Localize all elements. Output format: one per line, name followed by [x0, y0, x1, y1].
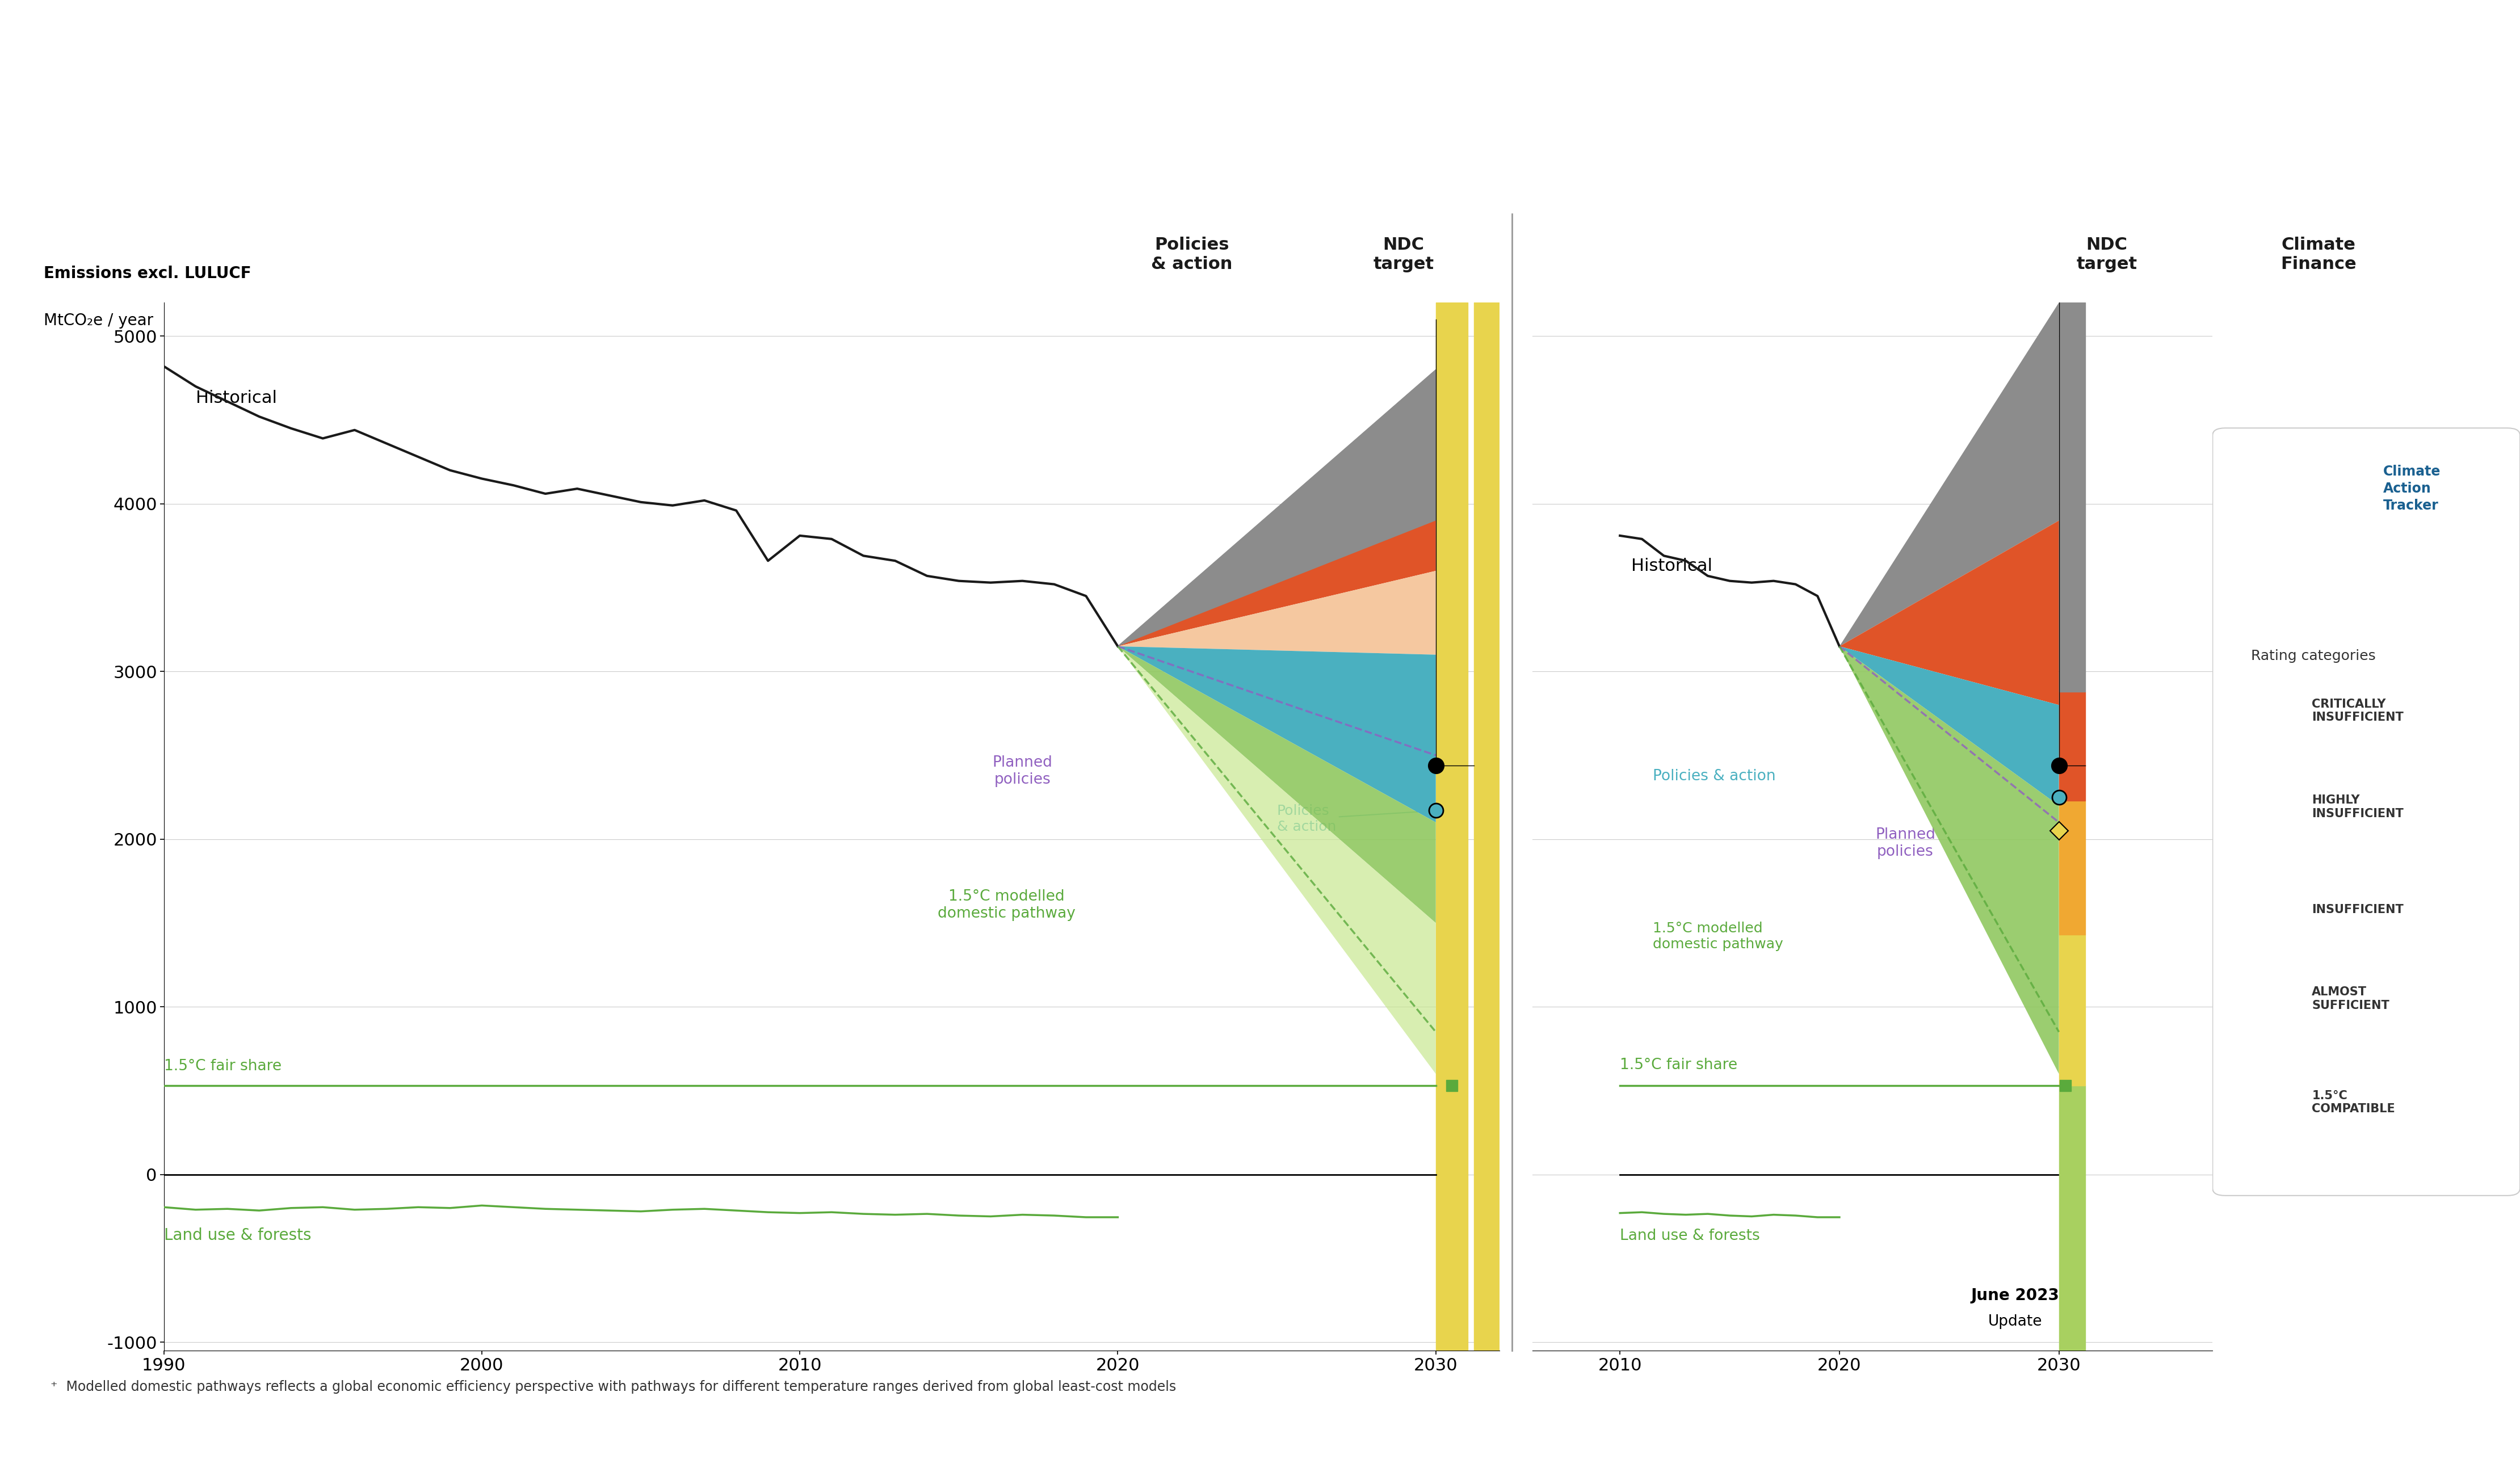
- Text: Update: Update: [1988, 1314, 2041, 1328]
- Text: ALMOST
SUFFICIENT: ALMOST SUFFICIENT: [1142, 332, 1242, 365]
- Text: NDC
target: NDC target: [1373, 236, 1434, 273]
- Text: Policies
& action: Policies & action: [1278, 804, 1434, 834]
- Bar: [1474, 303, 1507, 1351]
- Polygon shape: [1119, 646, 1436, 1075]
- Polygon shape: [1840, 646, 2059, 1075]
- Text: ALMOST
SUFFICIENT: ALMOST SUFFICIENT: [2311, 986, 2389, 1011]
- Bar: [2059, 1086, 2084, 1351]
- Text: NDC
target: NDC target: [1971, 695, 2059, 765]
- Bar: [2059, 934, 2084, 1086]
- Text: EUROPEAN UNION OVERALL RATING: EUROPEAN UNION OVERALL RATING: [1038, 24, 1482, 44]
- Text: CRITICALLY
INSUFFICIENT: CRITICALLY INSUFFICIENT: [2311, 698, 2404, 723]
- Text: 1.5°C fair share: 1.5°C fair share: [164, 1060, 282, 1075]
- Text: INSUFFICIENT: INSUFFICIENT: [1038, 84, 1482, 139]
- Polygon shape: [1119, 521, 1436, 646]
- Polygon shape: [1119, 646, 1436, 922]
- Text: Climate
Action
Tracker: Climate Action Tracker: [2384, 465, 2442, 512]
- Bar: [2059, 800, 2084, 934]
- Text: INSUFFICIENT: INSUFFICIENT: [2311, 903, 2404, 915]
- Text: Rating categories: Rating categories: [2250, 649, 2376, 663]
- Text: HIGHLY
INSUFFICIENT: HIGHLY INSUFFICIENT: [2311, 794, 2404, 819]
- Text: 1.5°C
COMPATIBLE: 1.5°C COMPATIBLE: [2311, 1089, 2394, 1114]
- Text: Historical: Historical: [1630, 558, 1711, 574]
- Text: Planned
policies: Planned policies: [993, 756, 1053, 787]
- Polygon shape: [1119, 369, 1436, 646]
- Polygon shape: [1840, 646, 2059, 806]
- Text: Policies
& action: Policies & action: [1152, 236, 1232, 273]
- Polygon shape: [1119, 369, 1436, 646]
- Text: < 3°C World: < 3°C World: [2066, 396, 2147, 407]
- Text: Land use & forests: Land use & forests: [164, 1228, 310, 1243]
- Text: BASED ON FAIR SHARE: BASED ON FAIR SHARE: [1767, 174, 2029, 195]
- Text: BASED ON MODELLED DOMESTIC PATHWAYS⁺: BASED ON MODELLED DOMESTIC PATHWAYS⁺: [267, 174, 789, 195]
- Text: Planned
policies: Planned policies: [1875, 828, 1935, 859]
- Polygon shape: [1840, 521, 2059, 706]
- Text: Policies & action: Policies & action: [1653, 769, 1777, 784]
- Text: 1.5°C modelled
domestic pathway: 1.5°C modelled domestic pathway: [1653, 921, 1784, 951]
- Bar: [1436, 303, 1467, 1351]
- Polygon shape: [1840, 303, 2059, 646]
- Text: ⁺  Modelled domestic pathways reflects a global economic efficiency perspective : ⁺ Modelled domestic pathways reflects a …: [50, 1380, 1177, 1393]
- Text: NDC
target: NDC target: [2076, 236, 2137, 273]
- Text: Emissions excl. LULUCF: Emissions excl. LULUCF: [43, 266, 252, 282]
- Text: Historical: Historical: [197, 390, 277, 406]
- Text: June 2023: June 2023: [1971, 1287, 2059, 1303]
- Text: INSUFFICIENT: INSUFFICIENT: [2054, 341, 2160, 356]
- Text: Land use & forests: Land use & forests: [1620, 1228, 1759, 1243]
- Polygon shape: [1119, 646, 1436, 822]
- Text: ALMOST
SUFFICIENT: ALMOST SUFFICIENT: [1353, 332, 1454, 365]
- Bar: [2059, 303, 2084, 692]
- Bar: [2059, 692, 2084, 800]
- Text: INSUFFICIENT: INSUFFICIENT: [2265, 354, 2371, 369]
- Text: 1.5°C modelled
domestic pathway: 1.5°C modelled domestic pathway: [937, 890, 1076, 921]
- Text: < 2°C World: < 2°C World: [1152, 399, 1232, 410]
- Polygon shape: [1119, 571, 1436, 655]
- Text: Climate
Finance: Climate Finance: [2281, 236, 2356, 273]
- Text: 1.5°C fair share: 1.5°C fair share: [1620, 1057, 1736, 1072]
- Text: < 2°C World: < 2°C World: [1363, 399, 1444, 410]
- Text: MtCO₂e / year: MtCO₂e / year: [43, 313, 154, 329]
- Text: NDC
target: NDC target: [1278, 695, 1434, 765]
